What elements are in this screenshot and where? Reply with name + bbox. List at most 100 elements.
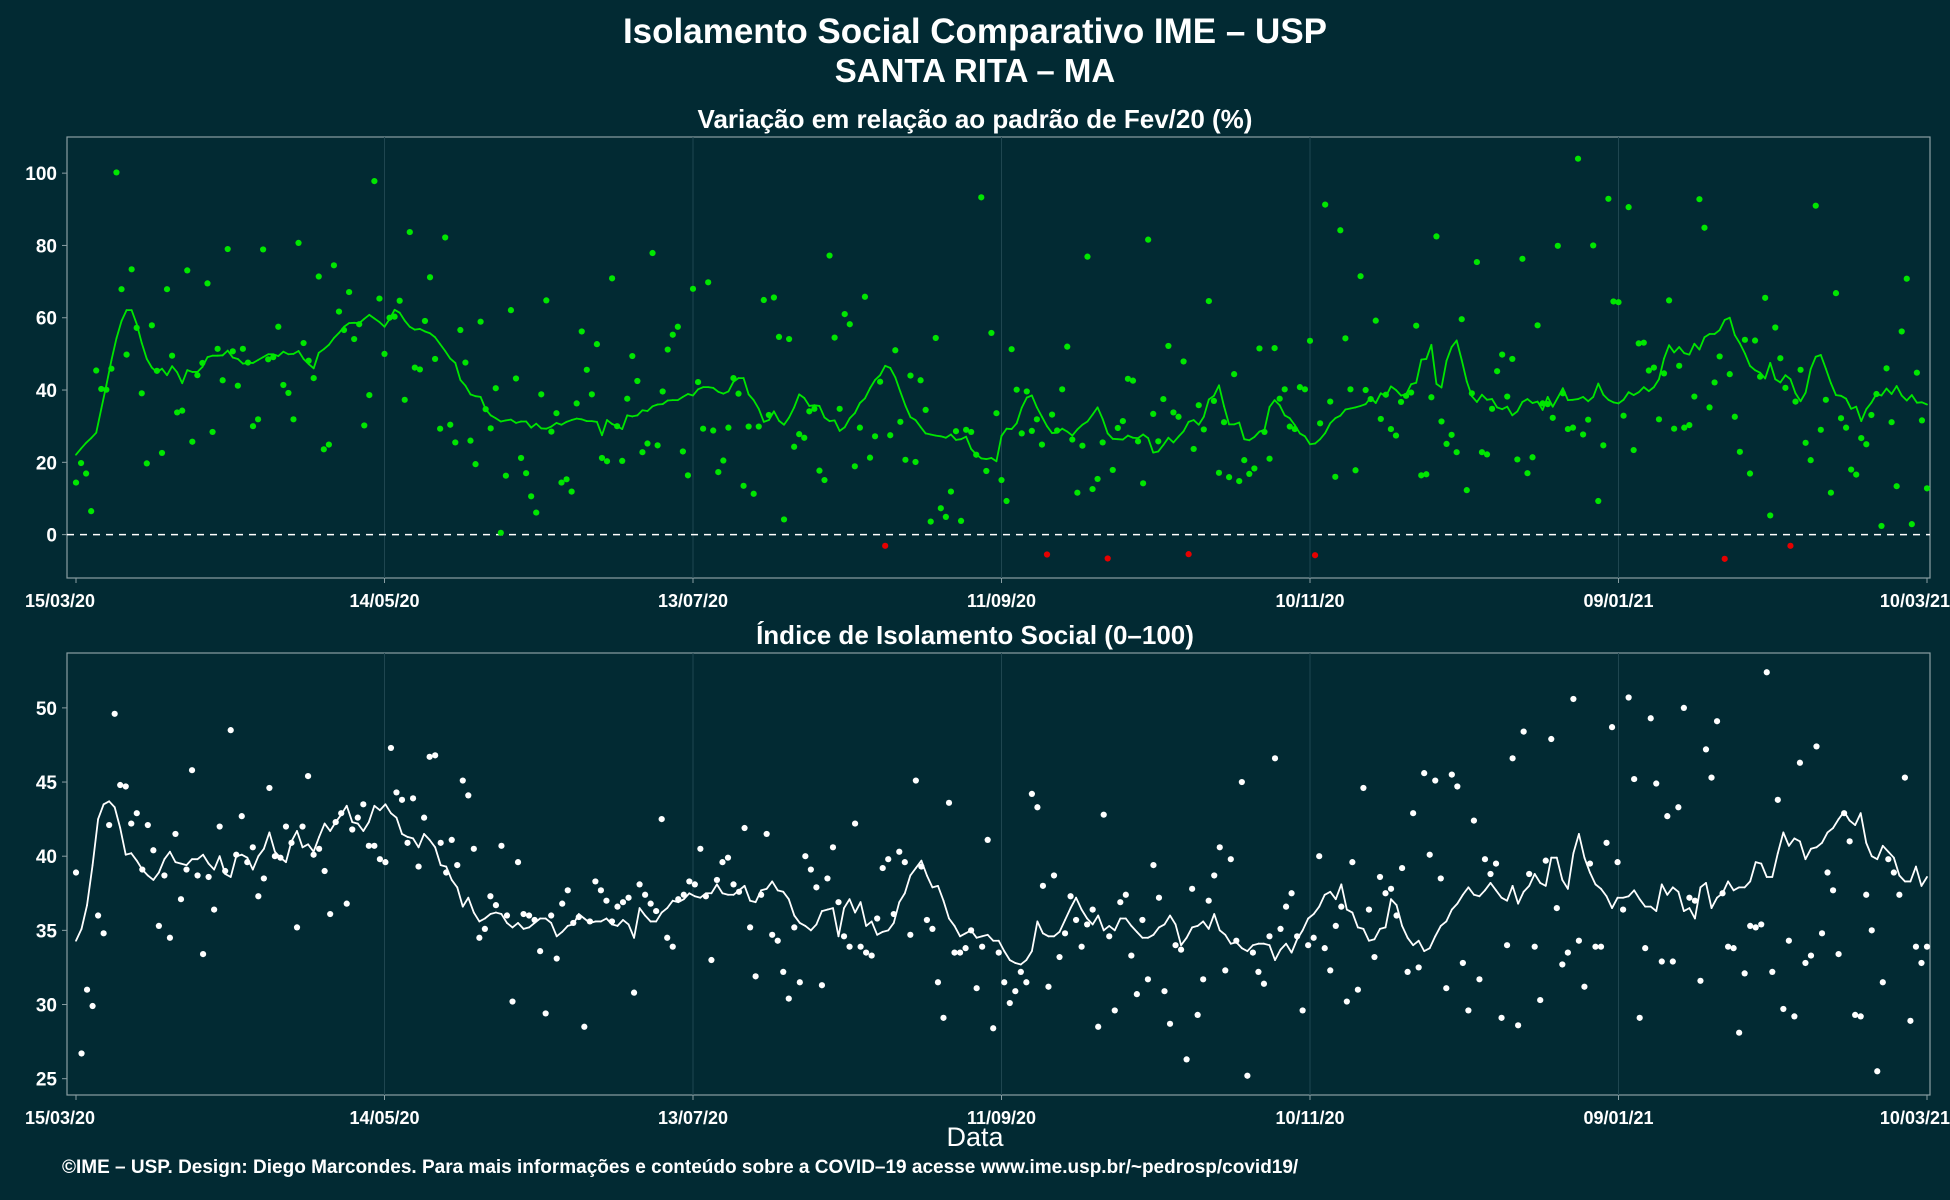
- trend-segment: [1528, 873, 1536, 887]
- data-point: [188, 767, 196, 774]
- trend-segment: [1764, 362, 1772, 380]
- trend-segment: [495, 911, 503, 915]
- trend-segment: [787, 898, 796, 917]
- trend-segment: [1445, 346, 1453, 362]
- data-point: [570, 919, 577, 927]
- trend-segment: [146, 874, 155, 881]
- data-point: [1574, 155, 1582, 162]
- data-point: [1008, 346, 1015, 353]
- data-point: [222, 867, 229, 875]
- trend-segment: [1909, 865, 1917, 883]
- data-point: [310, 375, 317, 382]
- data-point: [892, 347, 899, 354]
- data-point: [1706, 404, 1713, 411]
- trend-segment: [1475, 393, 1483, 403]
- data-point: [265, 356, 272, 363]
- data-point: [1089, 906, 1096, 913]
- trend-segment: [1030, 920, 1039, 953]
- trend-segment: [1061, 427, 1069, 433]
- data-point: [293, 924, 301, 931]
- data-point: [1671, 425, 1678, 432]
- trend-segment: [960, 435, 967, 441]
- data-point: [818, 982, 826, 989]
- data-point: [871, 433, 879, 440]
- data-point: [338, 810, 345, 817]
- trend-segment: [793, 393, 801, 409]
- trend-segment: [1080, 908, 1089, 920]
- data-point: [1225, 474, 1233, 481]
- data-point: [801, 434, 808, 441]
- data-point: [1195, 402, 1202, 409]
- data-point: [211, 906, 218, 913]
- trend-segment: [1197, 415, 1205, 426]
- trend-segment: [1384, 898, 1392, 929]
- trend-segment: [616, 919, 624, 927]
- data-point: [558, 479, 565, 486]
- data-point: [1134, 438, 1142, 445]
- data-point: [1797, 366, 1804, 373]
- data-point: [629, 352, 636, 360]
- trend-segment: [390, 812, 398, 819]
- data-point: [1392, 432, 1400, 439]
- trend-segment: [948, 917, 956, 927]
- data-point: [568, 488, 575, 495]
- trend-segment: [1728, 316, 1736, 336]
- data-point: [846, 321, 853, 328]
- data-point: [1408, 389, 1415, 396]
- data-point: [507, 307, 515, 314]
- data-point: [1478, 449, 1486, 456]
- data-point: [108, 365, 115, 372]
- trend-segment: [196, 853, 204, 861]
- trend-segment: [1627, 391, 1635, 396]
- trend-segment: [301, 843, 309, 849]
- data-point: [1338, 903, 1345, 910]
- data-point: [93, 367, 100, 374]
- trend-segment: [418, 328, 426, 333]
- data-point: [1812, 202, 1819, 209]
- data-point: [1777, 355, 1784, 362]
- data-point: [1291, 425, 1298, 433]
- trend-segment: [1202, 920, 1210, 930]
- data-point: [868, 952, 875, 959]
- data-point: [1681, 424, 1688, 431]
- trend-segment: [1425, 343, 1433, 360]
- trend-segment: [1014, 962, 1022, 966]
- data-point: [426, 274, 434, 281]
- data-point: [194, 372, 201, 379]
- data-point: [755, 423, 762, 430]
- trend-segment: [1898, 874, 1906, 883]
- trend-segment: [1491, 398, 1499, 409]
- data-point: [1288, 890, 1295, 897]
- data-point: [1590, 242, 1597, 249]
- trend-segment: [401, 833, 409, 838]
- trend-segment: [1423, 947, 1431, 953]
- data-point: [1296, 384, 1303, 391]
- data-point: [730, 881, 737, 888]
- trend-segment: [1622, 895, 1630, 899]
- data-point: [796, 431, 803, 438]
- data-point: [811, 405, 818, 412]
- data-point: [437, 839, 444, 846]
- data-point: [1774, 796, 1781, 803]
- data-point: [747, 924, 754, 931]
- trend-segment: [1830, 382, 1837, 396]
- data-point: [209, 428, 216, 436]
- data-point: [724, 854, 732, 861]
- data-point: [774, 937, 781, 944]
- data-point: [575, 913, 582, 921]
- trend-segment: [1319, 432, 1327, 441]
- data-point: [1231, 371, 1238, 378]
- trend-segment: [959, 932, 967, 938]
- data-point: [1448, 771, 1455, 778]
- trend-segment: [1890, 385, 1898, 395]
- data-point: [1898, 328, 1905, 335]
- data-point: [952, 428, 960, 435]
- trend-segment: [282, 350, 290, 356]
- data-point: [487, 893, 494, 900]
- data-point: [1747, 922, 1754, 930]
- data-point: [1109, 466, 1116, 474]
- trend-segment: [1445, 908, 1453, 923]
- data-point: [630, 989, 638, 996]
- trend-segment: [130, 309, 138, 325]
- trend-segment: [1688, 907, 1696, 920]
